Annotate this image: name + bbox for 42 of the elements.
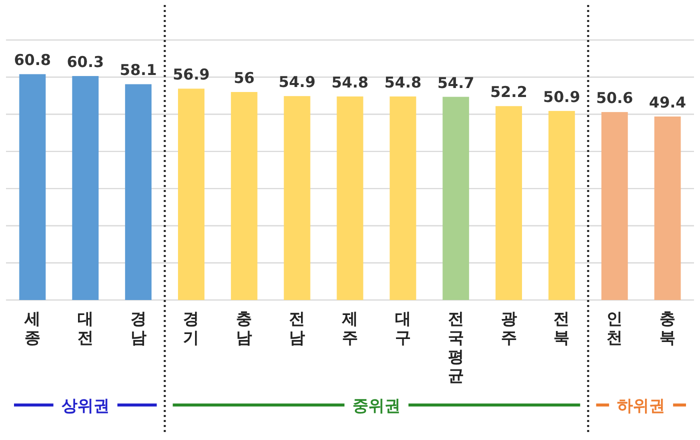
x-tick-label: 대구 [394, 309, 411, 347]
x-tick-label: 충북 [660, 309, 676, 347]
data-label: 60.3 [66, 53, 104, 72]
x-tick-label: 충남 [236, 309, 252, 347]
bar [72, 76, 99, 300]
bar [336, 96, 364, 300]
bar [178, 88, 204, 300]
x-tick-label: 전남 [289, 309, 306, 347]
x-tick-label: 제주 [341, 309, 358, 347]
data-label: 50.6 [596, 89, 634, 108]
bar [125, 84, 152, 300]
x-tick-label: 광주 [500, 309, 517, 347]
x-tick-label: 전북 [554, 309, 570, 347]
bar [19, 74, 46, 300]
bar [548, 110, 575, 300]
text: 하위권 [617, 396, 666, 415]
bar [390, 96, 416, 300]
bar [284, 96, 310, 300]
data-label: 54.8 [384, 73, 422, 92]
data-label: 49.4 [649, 94, 686, 112]
text: 상위권 [61, 396, 110, 415]
bar [496, 106, 522, 300]
bar [654, 116, 681, 300]
data-label: 50.9 [543, 88, 580, 106]
data-label: 60.8 [14, 51, 51, 70]
bar [442, 96, 470, 300]
x-tick-label: 대전 [77, 309, 94, 347]
x-tick-label: 세종 [23, 309, 40, 347]
x-tick-label: 경남 [130, 309, 146, 347]
x-tick-label: 인천 [606, 309, 623, 347]
data-label: 54.7 [437, 74, 474, 92]
data-label: 54.9 [278, 73, 316, 92]
bar [230, 92, 258, 300]
x-tick-label: 경기 [183, 309, 200, 347]
data-label: 56.9 [172, 66, 210, 84]
x-tick-label: 전국 평균 [448, 309, 464, 385]
data-label: 56 [234, 69, 255, 87]
data-label: 54.8 [331, 73, 369, 92]
data-label: 52.2 [490, 83, 528, 102]
text: 중위권 [352, 396, 400, 415]
data-label: 58.1 [120, 61, 157, 80]
bar [601, 112, 628, 300]
